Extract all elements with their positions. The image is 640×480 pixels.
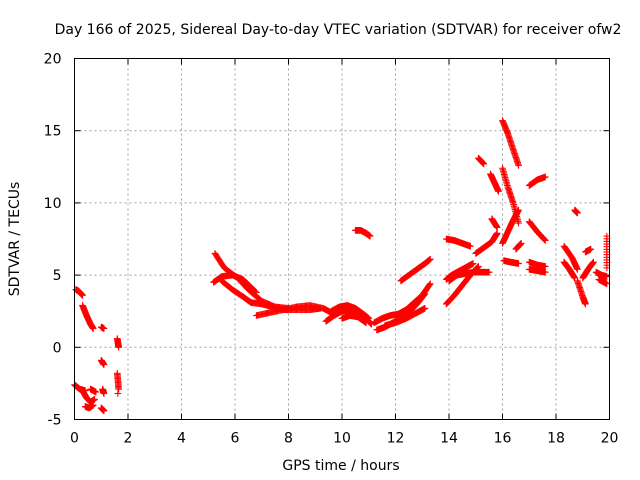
data-point <box>495 188 502 195</box>
data-point <box>251 288 259 295</box>
data-point <box>100 325 108 332</box>
data-point <box>485 268 493 276</box>
data-point <box>582 300 589 308</box>
grid <box>74 58 610 420</box>
data-point <box>253 289 260 296</box>
x-tick-label: 20 <box>601 431 619 447</box>
data-point <box>540 235 548 243</box>
data-point <box>362 319 370 327</box>
data-point <box>89 325 97 332</box>
data-point <box>541 236 548 244</box>
data-point <box>542 173 549 181</box>
data-point <box>493 224 501 231</box>
data-point <box>542 263 549 270</box>
data-point <box>469 260 477 267</box>
x-tick-label: 2 <box>124 431 133 447</box>
data-point <box>100 407 108 415</box>
x-tick-label: 12 <box>387 431 405 447</box>
data-point <box>590 258 597 266</box>
data-point <box>366 232 374 240</box>
data-point <box>475 263 482 270</box>
data-point <box>79 292 86 299</box>
x-tick-label: 14 <box>440 431 458 447</box>
data-point <box>421 305 429 312</box>
data-point <box>517 240 525 247</box>
chart-title: Day 166 of 2025, Sidereal Day-to-day VTE… <box>55 22 622 38</box>
data-point <box>542 237 549 244</box>
data-point <box>89 401 97 409</box>
data-point <box>114 390 122 397</box>
data-point <box>426 281 433 289</box>
data-point <box>574 266 581 273</box>
y-tick-label: 15 <box>44 124 62 140</box>
x-tick-labels: 0 2 4 6 8 10 12 14 16 18 20 <box>70 431 618 447</box>
y-tick-label: 0 <box>53 340 62 356</box>
x-tick-label: 16 <box>494 431 512 447</box>
x-tick-label: 8 <box>284 431 293 447</box>
data-point <box>467 242 474 250</box>
plot-frame <box>74 58 610 420</box>
data-point <box>542 268 549 276</box>
data-point <box>100 361 108 368</box>
data-point <box>574 209 581 217</box>
data-point <box>587 245 595 253</box>
y-tick-label: 20 <box>44 52 62 68</box>
y-tick-label: 5 <box>53 268 62 284</box>
x-tick-label: 10 <box>333 431 351 447</box>
data-point <box>426 280 434 288</box>
data-point <box>92 388 100 396</box>
y-axis-label: SDTVAR / TECUs <box>7 182 23 297</box>
data-point <box>115 385 122 393</box>
x-tick-label: 18 <box>547 431 565 447</box>
data-point <box>515 219 522 227</box>
x-axis-label: GPS time / hours <box>282 458 399 474</box>
data-point <box>493 229 501 237</box>
y-tick-label: 10 <box>44 196 62 212</box>
data-point <box>115 344 122 351</box>
data-point <box>365 315 373 322</box>
data-point <box>515 260 522 267</box>
x-tick-label: 0 <box>70 431 79 447</box>
data-point <box>100 390 108 397</box>
x-tick-label: 6 <box>231 431 240 447</box>
data-point <box>515 162 522 169</box>
x-tick-label: 4 <box>177 431 186 447</box>
data-point <box>426 255 434 263</box>
y-tick-label: -5 <box>48 413 62 429</box>
data-point <box>480 160 488 168</box>
y-tick-labels: -5 0 5 10 15 20 <box>44 52 62 429</box>
data-point <box>91 395 98 403</box>
data-points <box>71 117 611 415</box>
data-point <box>515 206 522 214</box>
